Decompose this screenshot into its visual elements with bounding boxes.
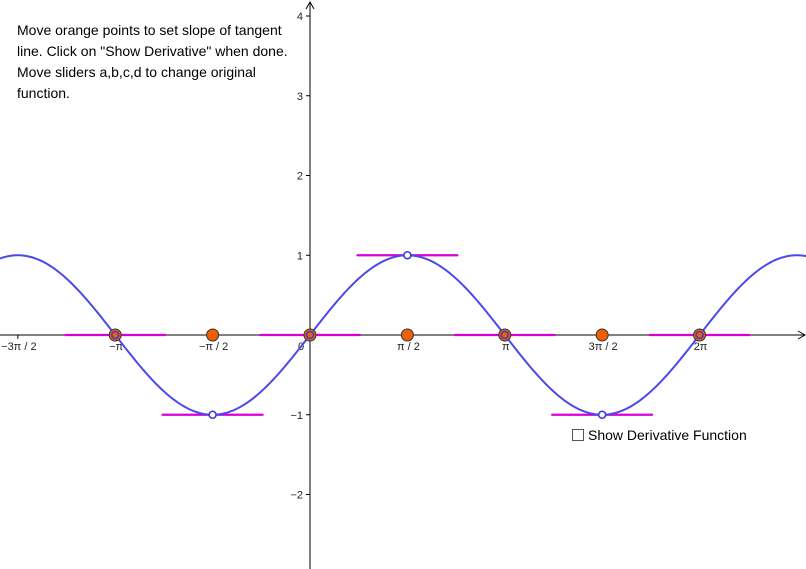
y-tick-label: 2	[297, 171, 303, 183]
instructions-line-1: Move orange points to set slope of tange…	[17, 22, 288, 59]
function-curve	[0, 254, 806, 416]
instructions-text: Move orange points to set slope of tange…	[17, 20, 307, 104]
x-tick-label: −3π / 2	[1, 341, 36, 353]
x-tick-label: 2π	[694, 341, 708, 353]
curve-point	[305, 330, 315, 340]
slope-point	[206, 328, 220, 342]
curve-point	[208, 410, 217, 420]
x-tick-label: −π / 2	[199, 341, 228, 353]
curve-point	[403, 250, 412, 260]
slope-point	[400, 328, 414, 342]
show-derivative-toggle[interactable]: Show Derivative Function	[572, 427, 747, 443]
curve-point	[695, 330, 704, 340]
x-tick-label: π / 2	[397, 341, 420, 353]
instructions-line-2: Move sliders a,b,c,d to change original …	[17, 64, 256, 101]
x-tick-label: −π	[109, 341, 123, 353]
y-tick-label: 3	[297, 91, 303, 103]
y-axis-arrow	[305, 0, 315, 10]
y-tick-label: 4	[297, 11, 303, 23]
x-axis-arrow	[797, 330, 806, 340]
x-tick-label: 3π / 2	[589, 341, 618, 353]
show-derivative-checkbox[interactable]	[572, 429, 584, 441]
slope-point	[595, 328, 609, 342]
y-tick-label: 1	[297, 250, 303, 262]
curve-point	[597, 410, 607, 420]
y-tick-label: −2	[290, 490, 303, 502]
y-tick-label: −1	[290, 410, 303, 422]
show-derivative-label: Show Derivative Function	[588, 427, 747, 443]
curve-point	[110, 330, 120, 340]
curve-point	[500, 330, 510, 340]
x-tick-label: π	[502, 341, 510, 353]
